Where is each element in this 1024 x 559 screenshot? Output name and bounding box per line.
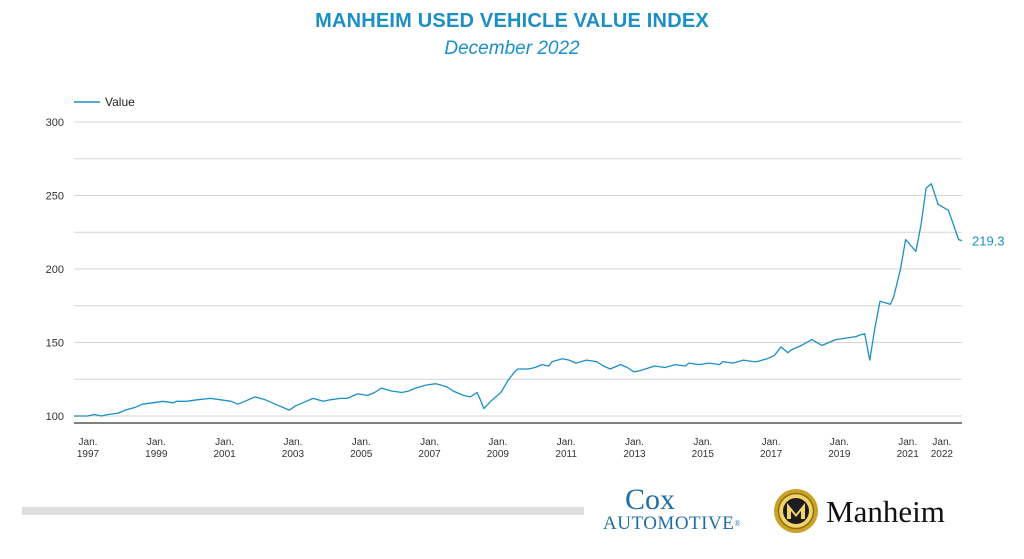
x-tick-label: 2013: [623, 449, 646, 460]
x-tick-label: 2021: [897, 449, 920, 460]
x-tick-label: Jan.: [79, 437, 98, 448]
x-tick-label: 2007: [418, 449, 441, 460]
cox-logo-word: Cox: [625, 483, 676, 516]
chart-subtitle: December 2022: [444, 38, 580, 59]
legend: Value: [74, 95, 135, 109]
x-tick-label: Jan.: [420, 437, 439, 448]
x-tick-label: 2015: [692, 449, 715, 460]
x-tick-label: Jan.: [830, 437, 849, 448]
automotive-logo-word: AUTOMOTIVE®: [603, 514, 741, 534]
automotive-text: AUTOMOTIVE: [603, 513, 735, 534]
footer-divider-bar: [22, 507, 584, 515]
x-tick-label: 2019: [828, 449, 851, 460]
x-tick-label: Jan.: [283, 437, 302, 448]
x-tick-label: 2005: [350, 449, 373, 460]
x-tick-label: 1999: [145, 449, 168, 460]
x-tick-label: 2009: [487, 449, 510, 460]
x-tick-label: Jan.: [557, 437, 576, 448]
x-tick-label: 2001: [213, 449, 236, 460]
series-group: [74, 183, 963, 417]
manheim-logo-word: Manheim: [826, 494, 945, 529]
y-tick-label: 150: [46, 338, 64, 350]
y-tick-label: 200: [46, 264, 64, 276]
y-axis-ticks: 100 150 200 250 300: [46, 117, 64, 423]
x-tick-label: Jan.: [488, 437, 507, 448]
x-tick-label: 1997: [77, 449, 100, 460]
end-value-label: 219.3: [972, 234, 1005, 249]
chart-title: MANHEIM USED VEHICLE VALUE INDEX: [315, 10, 709, 32]
y-tick-label: 300: [46, 117, 64, 129]
series-line-value: [74, 183, 963, 417]
x-tick-label: 2011: [555, 449, 577, 460]
x-tick-label: Jan.: [762, 437, 781, 448]
y-tick-label: 100: [46, 411, 64, 423]
x-tick-label: Jan.: [693, 437, 712, 448]
x-tick-label: Jan.: [352, 437, 371, 448]
cox-automotive-logo: Cox AUTOMOTIVE®: [603, 483, 741, 534]
x-tick-label: Jan.: [932, 437, 951, 448]
x-tick-label: Jan.: [625, 437, 644, 448]
x-tick-label: Jan.: [898, 437, 917, 448]
x-tick-label: Jan.: [147, 437, 166, 448]
grid-lines: [74, 121, 962, 417]
y-tick-label: 250: [46, 191, 64, 203]
x-tick-label: Jan.: [215, 437, 234, 448]
legend-label-value: Value: [105, 95, 135, 109]
x-tick-label: 2003: [282, 449, 305, 460]
x-tick-label: 2017: [760, 449, 783, 460]
x-axis-ticks: Jan.1997Jan.1999Jan.2001Jan.2003Jan.2005…: [77, 437, 954, 460]
x-tick-label: 2022: [931, 449, 954, 460]
registered-mark: ®: [734, 519, 741, 528]
manheim-emblem-icon: [774, 489, 818, 533]
